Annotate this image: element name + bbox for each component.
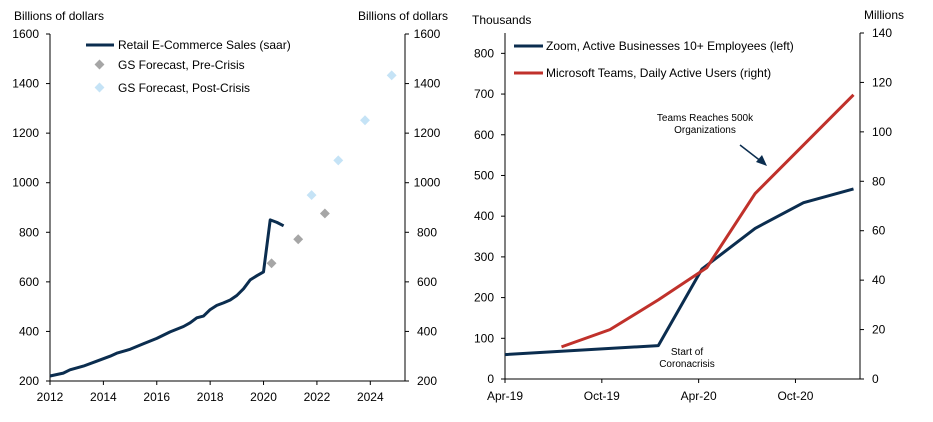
left-legend: Retail E-Commerce Sales (saar) GS Foreca… xyxy=(86,38,291,95)
annotation-teams-arrowhead xyxy=(756,155,767,166)
right-chart-x-tick-label: Apr-20 xyxy=(681,389,717,403)
right-chart-right-unit-label: Millions xyxy=(864,8,904,22)
left-x-tick-label: 2018 xyxy=(197,390,224,404)
annotation-start-of-coronacrisis: Start of Coronacrisis xyxy=(659,347,715,370)
right-chart-right-y-tick-label: 120 xyxy=(872,75,892,89)
left-y-tick-label: 800 xyxy=(19,225,39,239)
legend-precrisis-label: GS Forecast, Pre-Crisis xyxy=(118,58,245,72)
annotation-corona-line-2: Coronacrisis xyxy=(659,359,715,370)
left-x-tick-label: 2014 xyxy=(90,390,117,404)
post-crisis-forecast-point xyxy=(333,155,344,166)
right-chart-left-y-tick-label: 100 xyxy=(474,331,494,345)
legend-ecommerce-label: Retail E-Commerce Sales (saar) xyxy=(118,38,291,52)
left-y-tick-label: 1000 xyxy=(12,176,39,190)
right-legend: Zoom, Active Businesses 10+ Employees (l… xyxy=(514,39,794,80)
right-chart-left-unit-label: Thousands xyxy=(472,13,531,27)
right-chart-x-tick-label: Oct-19 xyxy=(584,389,620,403)
right-chart-right-y-tick-label: 20 xyxy=(872,323,886,337)
right-chart-right-y-tick-label: 80 xyxy=(872,174,886,188)
left-x-tick-label: 2012 xyxy=(37,390,64,404)
right-y-tick-label: 1400 xyxy=(414,77,441,91)
left-y-tick-label: 1200 xyxy=(12,126,39,140)
right-chart-left-y-tick-label: 800 xyxy=(474,46,494,60)
left-axis-unit-label: Billions of dollars xyxy=(14,9,104,23)
right-chart-left-y-tick-label: 200 xyxy=(474,291,494,305)
right-chart-right-y-tick-label: 60 xyxy=(872,224,886,238)
right-y-tick-label: 200 xyxy=(417,374,437,388)
right-chart-right-y-tick-label: 40 xyxy=(872,273,886,287)
legend-postcrisis-swatch xyxy=(94,82,105,93)
left-x-tick-label: 2024 xyxy=(357,390,384,404)
post-crisis-forecast-point xyxy=(360,115,370,126)
right-chart: Thousands Millions 010020030040050060070… xyxy=(472,8,904,403)
right-axis-unit-label: Billions of dollars xyxy=(358,9,448,23)
right-chart-right-y-tick-label: 140 xyxy=(872,26,892,40)
left-y-tick-label: 1400 xyxy=(12,77,39,91)
annotation-teams-line-1: Teams Reaches 500k xyxy=(657,113,754,124)
legend-precrisis-swatch xyxy=(94,59,105,70)
ecommerce-sales-line xyxy=(49,218,285,378)
left-y-tick-label: 400 xyxy=(19,324,39,338)
right-y-tick-label: 1600 xyxy=(414,27,441,41)
post-crisis-forecast-point xyxy=(386,70,397,81)
annotation-corona-line-1: Start of xyxy=(671,347,703,358)
legend-teams-label: Microsoft Teams, Daily Active Users (rig… xyxy=(546,66,771,80)
right-chart-left-y-tick-label: 700 xyxy=(474,87,494,101)
post-crisis-forecast-point xyxy=(306,190,317,201)
legend-zoom-label: Zoom, Active Businesses 10+ Employees (l… xyxy=(546,39,794,53)
right-chart-right-y-tick-label: 0 xyxy=(872,372,879,386)
right-y-tick-label: 400 xyxy=(417,324,437,338)
right-y-tick-label: 600 xyxy=(417,275,437,289)
left-x-tick-label: 2020 xyxy=(250,390,277,404)
right-chart-left-y-tick-label: 600 xyxy=(474,128,494,142)
right-plot-area: 0 100 200 300 400 500 600 700 800 0 20 40 60 80 100 120… xyxy=(474,26,892,403)
annotation-teams-line-2: Organizations xyxy=(674,125,736,136)
left-x-tick-label: 2016 xyxy=(143,390,170,404)
left-chart: Billions of dollars Billions of dollars … xyxy=(12,9,448,404)
annotation-teams-500k: Teams Reaches 500k Organizations xyxy=(657,113,767,166)
legend-postcrisis-label: GS Forecast, Post-Crisis xyxy=(118,81,250,95)
left-y-tick-label: 600 xyxy=(19,275,39,289)
right-y-tick-label: 1000 xyxy=(414,176,441,190)
right-chart-right-y-tick-label: 100 xyxy=(872,125,892,139)
right-chart-x-tick-label: Apr-19 xyxy=(487,389,523,403)
left-y-tick-label: 200 xyxy=(19,374,39,388)
right-y-tick-label: 1200 xyxy=(414,126,441,140)
right-chart-left-y-tick-label: 500 xyxy=(474,168,494,182)
annotation-teams-arrow-line xyxy=(739,144,763,163)
right-chart-left-y-tick-label: 300 xyxy=(474,250,494,264)
zoom-active-businesses-line xyxy=(504,187,854,357)
left-y-tick-label: 1600 xyxy=(12,27,39,41)
right-chart-left-y-tick-label: 400 xyxy=(474,209,494,223)
pre-crisis-forecast-point xyxy=(266,258,277,269)
left-x-tick-label: 2022 xyxy=(304,390,331,404)
pre-crisis-forecast-point xyxy=(293,234,304,245)
right-chart-x-tick-label: Oct-20 xyxy=(777,389,813,403)
teams-daily-active-users-line xyxy=(560,93,855,349)
right-y-tick-label: 800 xyxy=(417,225,437,239)
right-chart-left-y-tick-label: 0 xyxy=(487,372,494,386)
pre-crisis-forecast-point xyxy=(319,208,330,219)
